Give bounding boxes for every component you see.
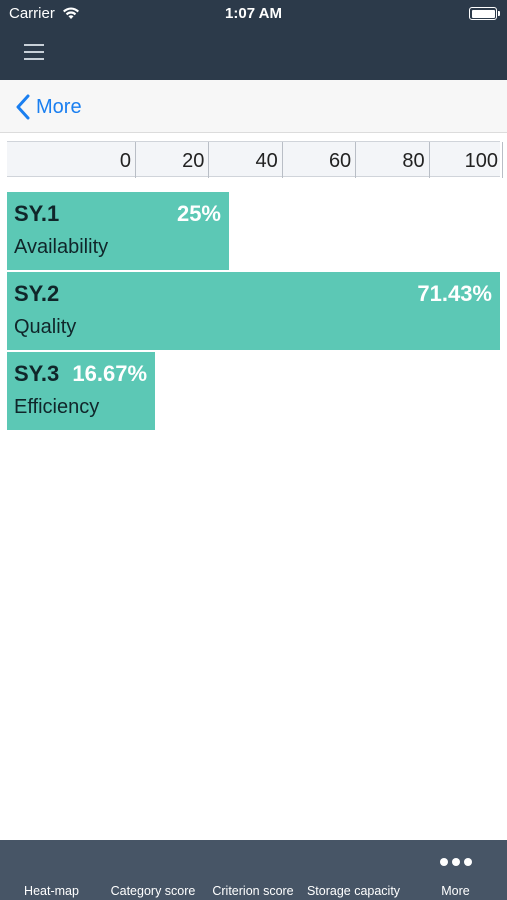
tab-category-score[interactable]: Category score xyxy=(103,840,203,900)
status-bar: Carrier 1:07 AM xyxy=(0,0,507,28)
menu-icon[interactable] xyxy=(24,44,44,60)
tab-bar: Heat-map Category score Criterion score Sto… xyxy=(0,840,507,900)
back-label: More xyxy=(36,95,82,118)
bar-code-label: SY.2 xyxy=(14,281,60,306)
bar-value-label: 71.43% xyxy=(417,281,492,306)
tab-heat-map[interactable]: Heat-map xyxy=(0,840,103,900)
x-axis-gridline xyxy=(502,142,503,178)
bar-code-label: SY.1 xyxy=(14,201,60,226)
bar-category-label: Availability xyxy=(14,236,109,258)
tab-label: Category score xyxy=(110,884,196,898)
tab-label: Criterion score xyxy=(212,884,294,898)
x-axis-gridline xyxy=(355,142,357,178)
clock: 1:07 AM xyxy=(225,5,282,22)
x-axis-tick-label: 40 xyxy=(255,150,278,172)
x-axis-gridline xyxy=(135,142,136,178)
more-dots-icon xyxy=(439,858,472,866)
x-axis-tick-label: 0 xyxy=(119,150,131,172)
carrier-label: Carrier xyxy=(9,5,55,22)
bar-value-label: 25% xyxy=(176,201,221,226)
x-axis-gridline xyxy=(281,142,283,178)
x-axis-tick-label: 100 xyxy=(464,150,498,172)
x-axis-gridline xyxy=(428,142,430,178)
bar-value-label: 16.67% xyxy=(72,361,148,386)
chevron-left-icon xyxy=(16,94,30,120)
bar[interactable]: SY.2 71.43% Quality xyxy=(7,272,500,350)
battery-icon xyxy=(469,7,500,20)
tab-label: Heat-map xyxy=(24,884,79,898)
x-axis-gridline xyxy=(208,142,210,178)
navigation-bar: More xyxy=(0,80,507,133)
x-axis-tick-label: 80 xyxy=(402,150,425,172)
wifi-icon xyxy=(63,7,79,19)
x-axis-tick-label: 60 xyxy=(328,150,352,172)
x-axis: 0 20 40 60 80 100 xyxy=(7,141,503,178)
bar-category-label: Quality xyxy=(14,316,77,338)
bar[interactable]: SY.3 16.67% Efficiency xyxy=(7,352,156,430)
bar[interactable]: SY.1 25% Availability xyxy=(7,192,229,270)
back-button[interactable]: More xyxy=(14,92,82,122)
tab-more[interactable]: More xyxy=(404,840,507,900)
x-axis-tick-label: 20 xyxy=(182,150,205,172)
tab-label: Storage capacity xyxy=(306,884,401,898)
bar-category-label: Efficiency xyxy=(14,396,100,418)
tab-criterion-score[interactable]: Criterion score xyxy=(203,840,303,900)
bar-code-label: SY.3 xyxy=(14,361,60,386)
tab-label: More xyxy=(441,884,470,898)
tab-storage-capacity[interactable]: Storage capacity xyxy=(303,840,404,900)
app-header xyxy=(0,28,507,80)
